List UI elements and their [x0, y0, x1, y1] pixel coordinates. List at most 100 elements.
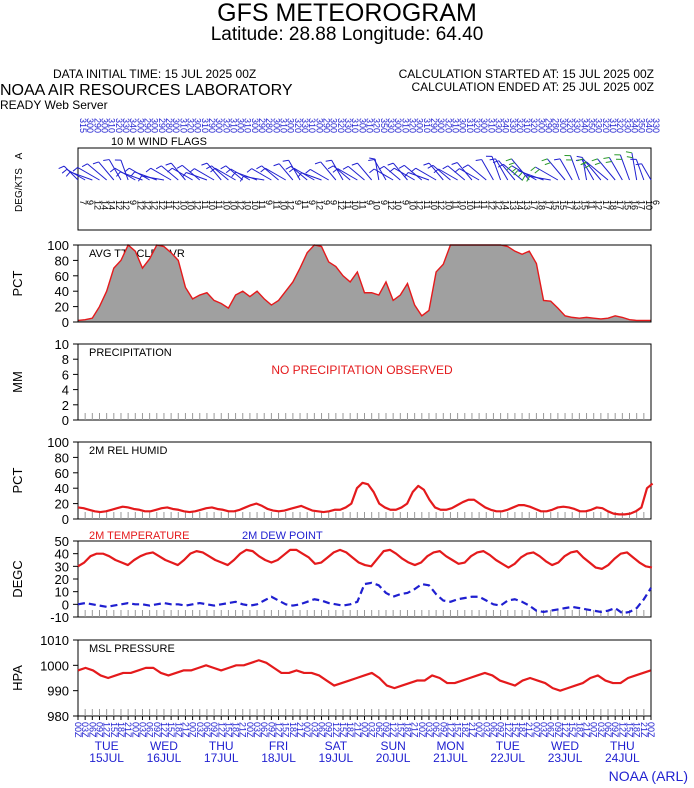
wind-direction-label: 300 [314, 118, 324, 133]
wind-speed-label: 12 [486, 200, 496, 210]
wind-direction-label: 300 [393, 118, 403, 133]
cloud-panel-y-tick-label: 80 [55, 253, 69, 268]
wind-barb-flag [124, 167, 130, 173]
time-axis-hour-label: 15Z [166, 722, 176, 738]
wind-speed-label: 14 [99, 200, 109, 210]
wind-barb-flag [544, 162, 551, 166]
wind-speed-label: 10 [185, 200, 195, 210]
wind-direction-label: 315 [78, 118, 88, 133]
humidity-panel-y-axis-label: PCT [10, 467, 25, 493]
precip-panel-y-tick-label: 4 [62, 383, 69, 398]
organization-name: NOAA AIR RESOURCES LABORATORY [0, 82, 293, 99]
wind-barb-shaft [467, 164, 487, 181]
wind-direction-label: 310 [307, 118, 317, 133]
wind-speed-label: 10 [372, 200, 382, 210]
wind-barb-shaft [63, 165, 79, 181]
wind-speed-label: 15 [579, 200, 589, 210]
calculation-started: CALCULATION STARTED AT: 15 JUL 2025 00Z [398, 67, 654, 81]
time-axis-hour-label: 03Z [481, 722, 491, 738]
time-axis-hour-label: 00Z [188, 722, 198, 738]
wind-speed-label: 12 [415, 200, 425, 210]
wind-barb-shaft [517, 170, 544, 181]
wind-direction-label: 330 [343, 118, 353, 133]
wind-direction-label: 350 [587, 118, 597, 133]
temp-panel-y-tick-label: 30 [55, 559, 69, 574]
wind-direction-label: 340 [630, 118, 640, 133]
wind-barb-shaft [230, 168, 251, 181]
wind-speed-label: 10 [465, 200, 475, 210]
wind-barb-flag [225, 168, 232, 174]
wind-barb-flag [554, 158, 561, 161]
wind-barb-shaft [171, 167, 193, 181]
time-axis-hour-label: 21Z [295, 722, 305, 738]
time-axis-hour-label: 12Z [274, 722, 284, 738]
wind-barb-flag [433, 168, 439, 174]
wind-direction-label: 320 [443, 118, 453, 133]
wind-direction-label: 280 [264, 118, 274, 133]
wind-direction-label: 340 [644, 118, 654, 133]
wind-direction-label: 330 [386, 118, 396, 133]
wind-direction-label: 310 [486, 118, 496, 133]
temperature-line [77, 548, 653, 570]
wind-barb-flag [492, 160, 499, 164]
day-of-week-label: WED [551, 739, 579, 753]
time-axis-hour-label: 12Z [445, 722, 455, 738]
wind-barb-shaft [251, 168, 272, 181]
wind-speed-label: 15 [551, 200, 561, 210]
wind-panel-title: 10 M WIND FLAGS [111, 136, 207, 148]
wind-direction-label: 340 [501, 118, 511, 133]
wind-barb-flag [378, 165, 385, 170]
wind-speed-label: 10 [350, 200, 360, 210]
precip-panel-panel-title: PRECIPITATION [89, 347, 172, 359]
wind-direction-label: 300 [329, 118, 339, 133]
wind-speed-label: 9 [293, 200, 303, 205]
wind-speed-label: 12 [193, 200, 203, 210]
wind-speed-label: 11 [587, 200, 597, 209]
time-axis-hour-label: 18Z [345, 722, 355, 738]
time-axis-hour-label: 09Z [381, 722, 391, 738]
time-axis-hour-label: 06Z [431, 722, 441, 738]
day-date-label: 15JUL [89, 751, 124, 765]
wind-direction-label: 300 [214, 118, 224, 133]
wind-speed-label: 13 [522, 200, 532, 210]
humidity-panel-y-tick-label: 100 [47, 435, 69, 450]
time-axis-hour-label: 21Z [467, 722, 477, 738]
wind-direction-label: 320 [293, 118, 303, 133]
wind-direction-label: 300 [558, 118, 568, 133]
wind-direction-label: 310 [365, 118, 375, 133]
time-axis-hour-label: 06Z [317, 722, 327, 738]
precip-panel-y-tick-label: 0 [62, 413, 69, 428]
wind-direction-label: 310 [279, 118, 289, 133]
wind-barb-flag [462, 164, 469, 169]
location-subtitle: Latitude: 28.88 Longitude: 64.40 [210, 24, 484, 45]
precip-panel-y-tick-label: 10 [55, 337, 69, 352]
wind-direction-label: 280 [551, 118, 561, 133]
wind-speed-label: 12 [286, 200, 296, 210]
wind-speed-label: 10 [407, 200, 417, 210]
wind-barb-shaft [320, 161, 337, 181]
wind-barb-flag [314, 161, 321, 165]
wind-barb-flag [635, 163, 642, 166]
wind-speed-label: 17 [565, 200, 575, 210]
wind-speed-label: 12 [493, 200, 503, 210]
wind-barb-shaft [141, 175, 165, 181]
wind-barb-flag [442, 165, 449, 170]
temp-panel-frame [77, 540, 652, 618]
wind-barb-flag [403, 172, 409, 178]
time-axis-hour-label: 21Z [123, 722, 133, 738]
wind-speed-label: 12 [150, 200, 160, 210]
wind-direction-label: 310 [200, 118, 210, 133]
day-of-week-label: FRI [269, 739, 288, 753]
wind-direction-label: 320 [185, 118, 195, 133]
day-of-week-label: TUE [496, 739, 520, 753]
wind-speed-label: 7 [78, 200, 88, 205]
wind-barb-flag [130, 171, 135, 177]
humidity-panel-y-tick-label: 80 [55, 450, 69, 465]
time-axis-hour-label: 03Z [252, 722, 262, 738]
time-axis-hour-label: 21Z [524, 722, 534, 738]
wind-direction-label: 330 [508, 118, 518, 133]
wind-barb-flag [454, 168, 460, 173]
time-axis-hour-label: 12Z [331, 722, 341, 738]
wind-barb-shaft [134, 171, 157, 181]
wind-barb-flag [109, 167, 116, 173]
